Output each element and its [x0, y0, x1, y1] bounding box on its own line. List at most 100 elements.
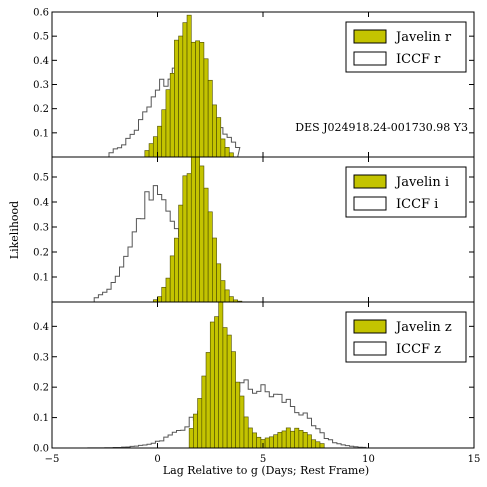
panel-r: 0.1 0.2 0.3 0.4 0.5 0.6 Javelin r ICCF r DES J02…: [33, 8, 475, 158]
javelin-r-bar: [220, 138, 226, 157]
javelin-z-bar: [269, 436, 274, 448]
y-tick-label: 0.6: [33, 8, 49, 19]
y-tick-label: 0.5: [33, 173, 49, 184]
javelin-z-bar: [218, 302, 224, 448]
javelin-z-bar: [307, 434, 312, 448]
javelin-i-bar: [178, 204, 184, 302]
javelin-r-bar: [186, 14, 192, 157]
y-tick-label: 0.4: [33, 322, 49, 333]
javelin-z-bar: [197, 398, 203, 448]
javelin-i-bar: [161, 286, 167, 302]
javelin-z-bar: [256, 436, 262, 448]
javelin-i-bar: [220, 280, 226, 302]
javelin-r-bar: [144, 150, 150, 157]
javelin-z-bar: [247, 427, 253, 448]
javelin-z-bar: [285, 427, 291, 448]
x-tick-label: −5: [45, 454, 60, 465]
javelin-i-bar: [216, 263, 222, 302]
x-tick-label: 0: [154, 454, 160, 465]
javelin-i-bar: [207, 211, 213, 302]
javelin-i-bar: [190, 157, 196, 302]
legend-swatch-iccf: [353, 196, 387, 211]
javelin-r-bar: [182, 22, 188, 157]
y-tick-label: 0.3: [33, 80, 49, 91]
javelin-z-bar: [201, 375, 207, 448]
y-tick-label: 0.1: [33, 413, 49, 424]
javelin-r-bar: [216, 117, 222, 157]
javelin-z-bar: [226, 334, 232, 448]
javelin-z-bar: [290, 430, 295, 448]
javelin-i-bar: [212, 237, 217, 302]
legend-swatch-javelin: [353, 29, 387, 44]
javelin-z-bar: [273, 434, 279, 448]
javelin-z-bar: [311, 439, 317, 448]
javelin-z-bar: [239, 395, 245, 448]
legend-label: Javelin r: [394, 30, 452, 45]
x-tick-label: 10: [362, 454, 375, 465]
legend-label: ICCF r: [396, 52, 441, 67]
javelin-z-bar: [298, 430, 304, 448]
javelin-z-bar: [205, 352, 211, 448]
javelin-r-bar: [224, 147, 230, 157]
javelin-z-bar: [209, 321, 215, 448]
javelin-i-bar: [199, 165, 205, 302]
javelin-z-bar: [315, 441, 321, 448]
javelin-r-bar: [148, 143, 154, 157]
panels: 0.1 0.2 0.3 0.4 0.5 0.6 Javelin r ICCF r DES J02…: [33, 8, 480, 466]
x-tick-label: 15: [468, 454, 481, 465]
javelin-i-bar: [228, 296, 234, 302]
javelin-z-bar: [188, 428, 194, 448]
legend-label: ICCF z: [396, 342, 441, 357]
javelin-z-bar: [222, 327, 228, 448]
javelin-i-bar: [195, 157, 200, 302]
javelin-z-bar: [235, 381, 241, 448]
javelin-z-bar: [281, 430, 287, 448]
x-axis-label: Lag Relative to g (Days; Rest Frame): [163, 464, 369, 477]
javelin-i-bar: [169, 255, 175, 302]
javelin-i-bar: [203, 187, 209, 302]
y-tick-label: 0.2: [33, 104, 49, 115]
javelin-r-bar: [228, 152, 234, 157]
javelin-i-bar: [157, 296, 163, 302]
javelin-r-bar: [178, 35, 184, 157]
y-tick-label: 0.1: [33, 128, 49, 139]
javelin-i-bar: [224, 289, 230, 302]
javelin-z-bar: [243, 416, 249, 448]
panel-z-plot-area: [54, 302, 367, 448]
javelin-r-bar: [174, 39, 179, 157]
javelin-r-bar: [207, 79, 213, 157]
javelin-r-bar: [203, 58, 209, 157]
panel-i-plot-area: [93, 157, 243, 302]
legend-label: Javelin z: [394, 320, 452, 335]
javelin-z-bar: [294, 427, 300, 448]
panel-r-plot-area: [108, 14, 241, 157]
javelin-r-bar: [169, 73, 175, 157]
javelin-z-bar: [302, 432, 308, 448]
javelin-r-bar: [161, 109, 167, 157]
legend-swatch-javelin: [353, 319, 387, 334]
y-tick-label: 0.3: [33, 352, 49, 363]
source-annotation: DES J024918.24-001730.98 Y3: [295, 121, 468, 134]
javelin-i-bar: [165, 277, 171, 302]
javelin-z-bar: [264, 437, 270, 448]
javelin-z-bar: [193, 413, 198, 448]
panel-z: 0.0 0.1 0.2 0.3 0.4 Javelin z ICCF z: [33, 301, 475, 455]
javelin-i-bar: [186, 173, 192, 302]
panel-i: 0.1 0.2 0.3 0.4 0.5 Javelin i ICCF i: [33, 156, 475, 303]
javelin-z-bar: [231, 351, 236, 448]
y-tick-label: 0.2: [33, 248, 49, 259]
javelin-z-bar: [214, 316, 219, 448]
y-tick-label: 0.5: [33, 32, 49, 43]
javelin-z-bar: [277, 432, 283, 448]
y-tick-label: 0.0: [33, 444, 49, 455]
javelin-z-bar: [252, 432, 257, 448]
javelin-i-bar: [174, 237, 179, 302]
javelin-r-bar: [212, 104, 217, 157]
legend-label: ICCF i: [396, 197, 438, 212]
javelin-i-bar: [182, 175, 188, 302]
y-tick-label: 0.2: [33, 383, 49, 394]
y-tick-label: 0.4: [33, 56, 49, 67]
javelin-z-bar: [319, 443, 325, 448]
javelin-r-bar: [190, 41, 196, 157]
